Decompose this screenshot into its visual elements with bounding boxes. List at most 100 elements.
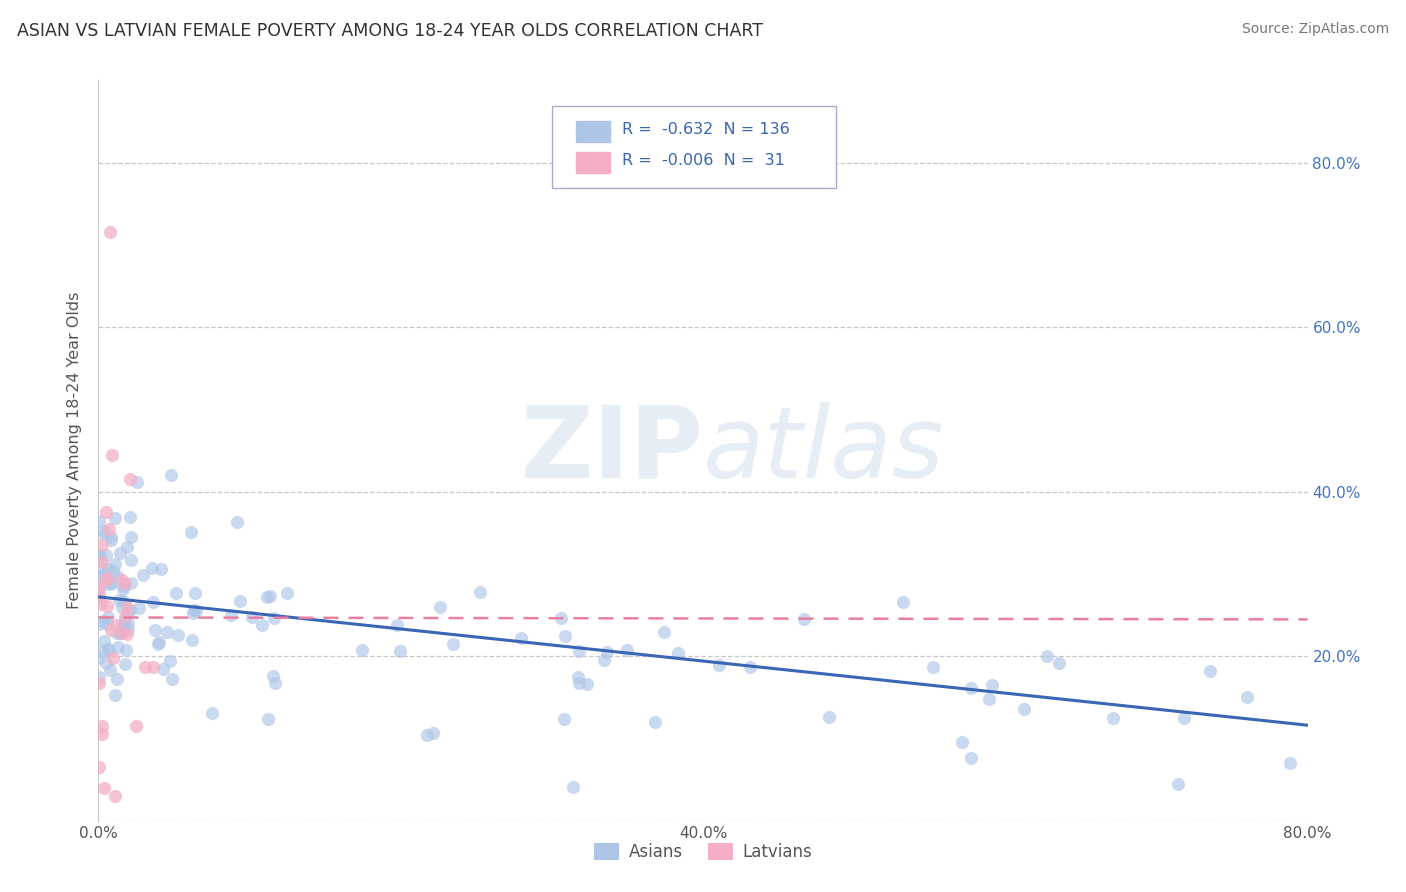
- Point: [263, 611, 285, 625]
- Point: [429, 599, 451, 614]
- Point: [1236, 690, 1258, 704]
- Point: [142, 595, 165, 609]
- Point: [567, 670, 589, 684]
- Point: [104, 557, 127, 571]
- Point: [568, 644, 591, 658]
- Point: [89, 587, 111, 601]
- Point: [793, 612, 815, 626]
- Point: [90, 727, 112, 741]
- Point: [100, 530, 122, 544]
- Point: [97, 641, 120, 656]
- Point: [250, 618, 273, 632]
- Point: [96, 599, 118, 613]
- Point: [156, 624, 179, 639]
- Point: [111, 626, 134, 640]
- Point: [87, 760, 110, 774]
- Point: [219, 608, 242, 623]
- Text: ASIAN VS LATVIAN FEMALE POVERTY AMONG 18-24 YEAR OLDS CORRELATION CHART: ASIAN VS LATVIAN FEMALE POVERTY AMONG 18…: [17, 22, 763, 40]
- Point: [264, 676, 287, 690]
- Point: [93, 527, 115, 541]
- Point: [616, 642, 638, 657]
- Point: [1102, 710, 1125, 724]
- Point: [115, 627, 138, 641]
- Point: [98, 663, 121, 677]
- Point: [159, 468, 181, 483]
- Point: [128, 600, 150, 615]
- Point: [225, 515, 247, 529]
- Point: [115, 642, 138, 657]
- Point: [90, 538, 112, 552]
- Point: [127, 475, 149, 489]
- Point: [94, 573, 117, 587]
- Point: [148, 635, 170, 649]
- Point: [117, 622, 139, 636]
- Point: [93, 614, 115, 628]
- Point: [132, 567, 155, 582]
- Point: [652, 625, 675, 640]
- Point: [184, 604, 207, 618]
- Point: [93, 568, 115, 582]
- Point: [738, 660, 761, 674]
- Point: [100, 623, 122, 637]
- Point: [98, 643, 121, 657]
- Point: [89, 568, 111, 582]
- Point: [98, 522, 121, 536]
- Point: [1173, 711, 1195, 725]
- Point: [666, 646, 689, 660]
- Point: [152, 662, 174, 676]
- FancyBboxPatch shape: [551, 106, 837, 187]
- Point: [922, 660, 945, 674]
- Point: [142, 660, 165, 674]
- Point: [89, 670, 111, 684]
- Point: [112, 578, 135, 592]
- Point: [90, 554, 112, 569]
- Point: [114, 576, 136, 591]
- Point: [134, 659, 156, 673]
- Point: [110, 546, 132, 560]
- Point: [180, 632, 202, 647]
- Point: [1047, 657, 1070, 671]
- Point: [950, 735, 973, 749]
- Point: [87, 514, 110, 528]
- Point: [553, 712, 575, 726]
- Point: [981, 677, 1004, 691]
- Point: [201, 706, 224, 721]
- Point: [91, 719, 114, 733]
- Point: [105, 569, 128, 583]
- Point: [276, 586, 298, 600]
- Point: [111, 618, 134, 632]
- Point: [240, 610, 263, 624]
- Point: [101, 564, 124, 578]
- Point: [256, 712, 278, 726]
- Point: [117, 540, 139, 554]
- Point: [1012, 702, 1035, 716]
- Point: [167, 628, 190, 642]
- Point: [561, 780, 583, 794]
- Point: [93, 576, 115, 591]
- Point: [87, 548, 110, 562]
- Point: [89, 549, 111, 564]
- Point: [89, 676, 111, 690]
- Point: [111, 624, 134, 638]
- Point: [960, 681, 983, 695]
- Point: [509, 631, 531, 645]
- Legend: Asians, Latvians: Asians, Latvians: [586, 837, 820, 868]
- Point: [165, 586, 187, 600]
- Y-axis label: Female Poverty Among 18-24 Year Olds: Female Poverty Among 18-24 Year Olds: [67, 292, 83, 609]
- Point: [111, 600, 134, 615]
- FancyBboxPatch shape: [576, 153, 610, 173]
- Point: [228, 594, 250, 608]
- Point: [93, 524, 115, 539]
- Point: [108, 592, 131, 607]
- Point: [180, 524, 202, 539]
- Point: [818, 710, 841, 724]
- Point: [104, 789, 127, 803]
- Point: [389, 644, 412, 658]
- Point: [98, 226, 121, 240]
- Point: [97, 610, 120, 624]
- Point: [416, 728, 439, 742]
- Point: [568, 676, 591, 690]
- Point: [105, 672, 128, 686]
- Point: [960, 751, 983, 765]
- Point: [104, 688, 127, 702]
